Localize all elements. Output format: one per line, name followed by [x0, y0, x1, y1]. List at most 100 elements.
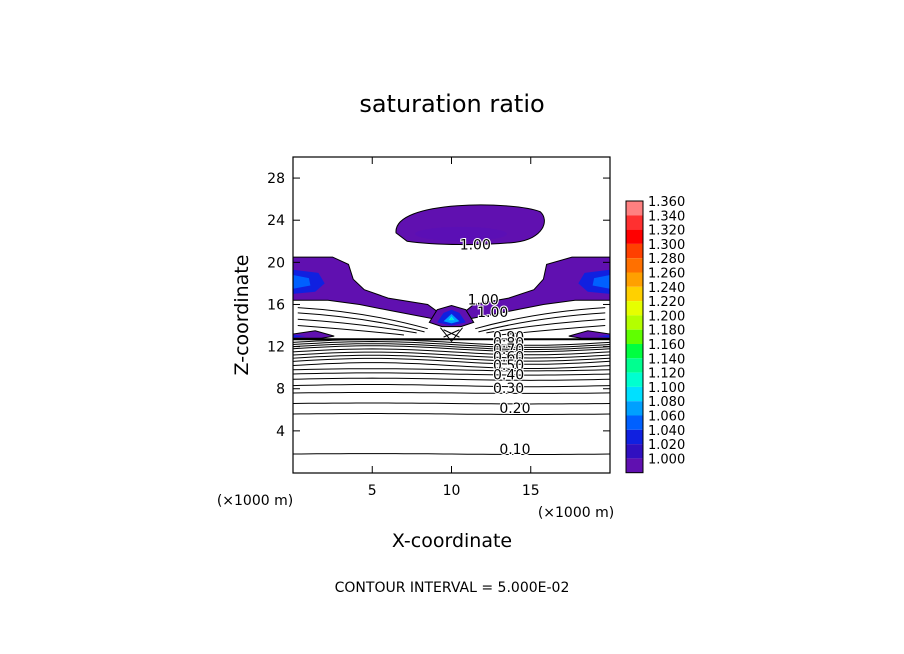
colorbar-swatch — [626, 315, 643, 330]
contour-label: 0.10 — [499, 442, 530, 458]
colorbar-label: 1.000 — [648, 452, 685, 467]
contour-lines — [292, 307, 611, 455]
colorbar-label: 1.340 — [648, 209, 685, 224]
right-lower-core — [597, 335, 610, 338]
colorbar-label: 1.320 — [648, 224, 685, 239]
contour-line — [292, 348, 611, 356]
contour-line — [292, 362, 611, 369]
chart-title: saturation ratio — [359, 90, 544, 118]
left-shoulder-inner — [293, 275, 311, 289]
colorbar-label: 1.100 — [648, 381, 685, 396]
central-peak-green — [450, 317, 453, 320]
contour-line — [297, 325, 405, 336]
contour-label: 1.00 — [468, 292, 499, 308]
colorbar-label: 1.120 — [648, 367, 685, 382]
colorbar-label: 1.200 — [648, 309, 685, 324]
upper-cloud-core — [415, 226, 508, 241]
colorbar-swatch — [626, 286, 643, 302]
left-lower-strip — [292, 330, 335, 339]
contour-line — [478, 312, 606, 333]
colorbar-swatch — [626, 272, 643, 287]
saturation-fill-regions — [292, 204, 611, 339]
colorbar-label: 1.060 — [648, 410, 685, 425]
contour-label: 0.90 — [493, 329, 524, 345]
colorbar-label: 1.240 — [648, 281, 685, 296]
contour-line — [292, 372, 611, 376]
contour-label: 1.00 — [477, 305, 508, 321]
colorbar-label: 1.360 — [648, 195, 685, 210]
contour-line — [292, 340, 611, 348]
contour-interval-note: CONTOUR INTERVAL = 5.000E-02 — [335, 580, 570, 596]
contour-line — [297, 307, 428, 330]
contour-label: 1.00 — [460, 238, 491, 254]
y-tick-label: 24 — [267, 213, 285, 229]
colorbar-label: 1.280 — [648, 252, 685, 267]
contour-line — [443, 329, 460, 338]
colorbar-swatch — [626, 215, 643, 230]
x-unit-left: (×1000 m) — [217, 493, 293, 509]
colorbar-swatch — [626, 444, 643, 459]
colorbar-swatch — [626, 429, 643, 445]
x-tick-label: 10 — [443, 483, 461, 499]
contour-line — [292, 343, 611, 350]
contour-line — [292, 357, 611, 365]
colorbar-label: 1.140 — [648, 352, 685, 367]
x-axis-label: X-coordinate — [392, 530, 512, 552]
left-lower-core — [293, 335, 306, 338]
y-axis-ticks: 4 8 12 16 20 24 28 — [267, 171, 610, 440]
y-tick-label: 16 — [267, 297, 285, 313]
colorbar-label: 1.300 — [648, 238, 685, 253]
colorbar-frame — [625, 200, 644, 474]
contour-labels: 1.001.001.000.900.800.700.600.500.400.30… — [459, 237, 532, 459]
contour-line — [486, 318, 606, 334]
colorbar-label: 1.080 — [648, 395, 685, 410]
contour-line — [498, 325, 606, 336]
colorbar-label: 1.180 — [648, 324, 685, 339]
colorbar-label: 1.160 — [648, 338, 685, 353]
colorbar-swatch — [626, 301, 643, 316]
contour-line — [475, 307, 606, 330]
colorbar-label: 1.040 — [648, 424, 685, 439]
contour-line — [292, 377, 611, 381]
y-tick-label: 4 — [276, 424, 285, 440]
colorbar-swatch — [626, 358, 643, 373]
colorbar-swatch — [626, 243, 643, 259]
colorbar-swatch — [626, 329, 643, 344]
contour-line — [440, 327, 463, 343]
contour-line — [292, 453, 611, 455]
x-tick-label: 5 — [368, 483, 377, 499]
contour-line — [292, 384, 611, 388]
colorbar-swatch — [626, 258, 643, 273]
colorbar-swatch — [626, 229, 643, 244]
right-shoulder-region — [460, 256, 611, 320]
colorbar-label: 1.260 — [648, 267, 685, 282]
colorbar-swatch — [626, 344, 643, 359]
contour-line — [297, 318, 417, 334]
colorbar-swatch — [626, 401, 643, 416]
y-tick-label: 20 — [267, 255, 285, 271]
colorbar-label: 1.020 — [648, 438, 685, 453]
colorbar-swatch — [626, 415, 643, 430]
contour-line — [292, 345, 611, 353]
x-axis-ticks: 5 10 15 — [368, 157, 540, 499]
contour-label: 0.70 — [493, 342, 524, 358]
contour-label: 0.60 — [493, 349, 524, 365]
right-lower-strip — [568, 330, 611, 339]
x-unit-right: (×1000 m) — [538, 505, 614, 521]
y-tick-label: 8 — [276, 382, 285, 398]
colorbar-swatch — [626, 386, 643, 402]
contour-label: 0.40 — [493, 367, 524, 383]
colorbar-legend: 1.3601.3401.3201.3001.2801.2601.2401.220… — [625, 195, 685, 474]
contour-line — [292, 351, 611, 359]
y-axis-label: Z-coordinate — [231, 255, 253, 376]
colorbar-label: 1.220 — [648, 295, 685, 310]
contour-line — [292, 402, 611, 405]
contour-line — [292, 392, 611, 394]
y-tick-label: 12 — [267, 340, 285, 356]
contour-line — [292, 368, 611, 372]
right-shoulder-inner — [592, 275, 610, 289]
contour-line — [292, 413, 611, 415]
y-tick-label: 28 — [267, 171, 285, 187]
contour-line — [292, 354, 611, 362]
